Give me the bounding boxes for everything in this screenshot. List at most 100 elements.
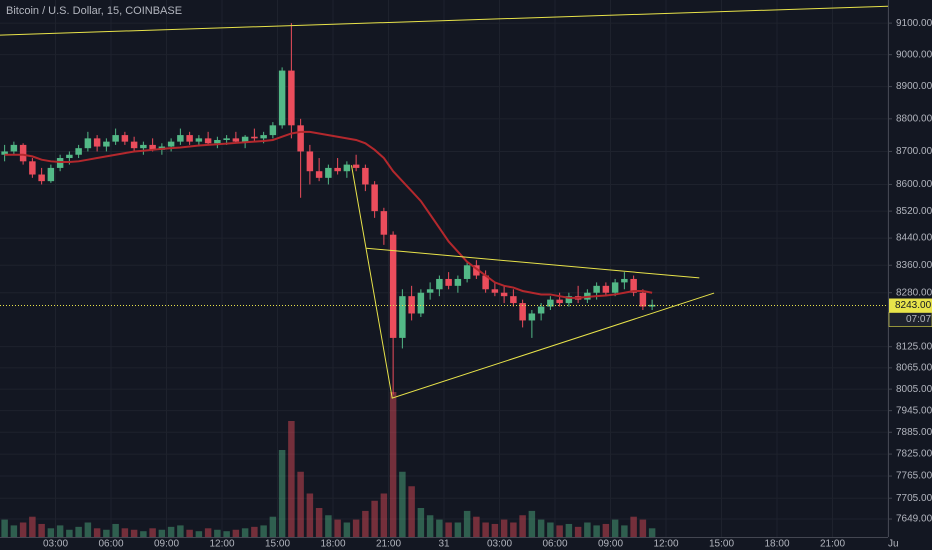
volume-bar [426,515,434,537]
y-tick-label: 8800.00 [896,113,932,124]
candle-body [66,154,73,159]
volume-bar [630,516,637,537]
candle-body [556,299,563,304]
volume-bar [177,525,184,537]
candle-body [232,138,240,142]
candle-body [75,148,82,155]
y-tick-label: 7825.00 [896,449,932,460]
candle-body [445,278,452,286]
candle-body [167,141,175,147]
candle-body [325,167,332,178]
candle-body [288,70,295,126]
volume-bar [399,471,406,537]
volume-layer [1,392,656,537]
trend-line [0,5,888,36]
x-tick-label: 06:00 [542,539,567,550]
candle-body [112,135,119,142]
candle-body [510,296,517,304]
volume-bar [648,528,656,537]
volume-bar [602,523,610,537]
candle-body [454,278,462,286]
candle-body [408,296,415,314]
volume-bar [352,519,360,537]
volume-bar [260,525,267,537]
candle-body [519,303,526,321]
volume-bar [288,421,295,537]
volume-bar [574,526,582,537]
volume-bar [167,526,175,537]
volume-bar [204,528,212,537]
x-tick-label: 15:00 [709,539,734,550]
volume-bar [408,486,415,537]
volume-bar [121,528,129,537]
candle-body [121,135,129,142]
candle-body [463,265,471,279]
candle-body [343,164,351,172]
volume-bar [528,510,536,537]
volume-bar [380,493,388,537]
candle-body [84,138,92,149]
y-tick-label: 7649.00 [896,514,932,525]
volume-bar [140,531,147,537]
x-tick-label: 21:00 [376,539,401,550]
candle-body [537,306,545,314]
x-tick-label: 15:00 [265,539,290,550]
volume-bar [269,516,277,537]
candle-body [1,151,8,155]
candle-body [260,135,267,139]
candle-body [399,296,406,338]
candle-body [547,299,554,307]
volume-bar [454,522,462,537]
y-tick-label: 9100.00 [896,18,932,29]
volume-bar [47,528,55,537]
candle-body [149,144,156,150]
x-tick-label: 03:00 [487,539,512,550]
candle-body [306,151,314,172]
candle-body [473,265,480,276]
y-tick-label: 8065.00 [896,362,932,373]
candle-body [436,278,443,290]
candle-body [315,171,323,178]
volume-bar [315,508,323,537]
y-tick-label: 8520.00 [896,206,932,217]
volume-bar [362,510,369,537]
y-tick-label: 7885.00 [896,427,932,438]
axes-layer: 03:00 06:00 09:00 12:00 15:00 18:00 21:00 31 03:… [43,18,932,550]
volume-bar [56,525,64,537]
volume-bar [214,529,221,537]
candle-body [93,138,101,147]
candle-body [103,141,110,147]
volume-bar [241,528,249,537]
x-tick-label: Ju [888,539,899,550]
candle-body [140,144,147,149]
candle-body [251,136,258,139]
y-tick-label: 7765.00 [896,471,932,482]
y-tick-label: 8440.00 [896,233,932,244]
x-tick-label: 09:00 [598,539,623,550]
candle-body [528,313,536,321]
y-tick-label: 8600.00 [896,179,932,190]
volume-bar [343,522,351,537]
y-tick-label: 8005.00 [896,384,932,395]
volume-bar [611,519,619,537]
candle-body [297,125,304,152]
volume-bar [112,523,119,537]
candle-body [621,278,628,283]
volume-bar [473,516,480,537]
candle-body [389,234,397,338]
volume-bar [38,523,45,537]
volume-bar [75,526,82,537]
volume-bar [66,529,73,537]
volume-bar [445,522,452,537]
volume-bar [325,515,332,537]
last-price-label: 8243.00 [895,300,932,311]
candle-body [500,292,508,297]
volume-bar [232,529,240,537]
candle-body [417,292,425,314]
candle-body [334,167,341,172]
moving-average [4,130,653,299]
volume-bar [436,519,443,537]
candle-body [371,184,378,212]
volume-bar [500,519,508,537]
